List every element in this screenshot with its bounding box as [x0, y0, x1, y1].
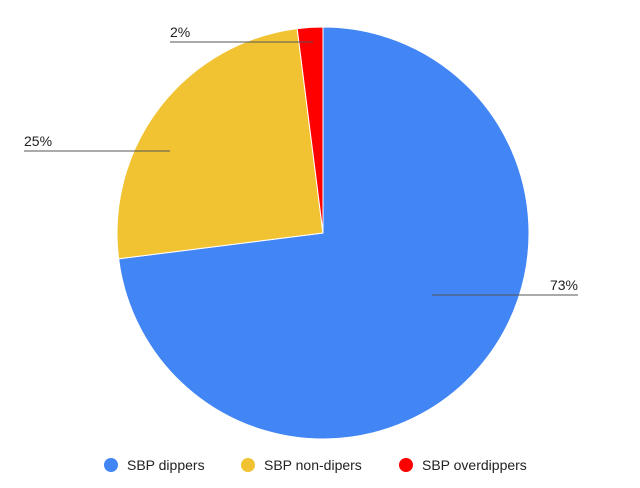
legend-item-2[interactable]: SBP non-dipers [241, 457, 362, 473]
legend-label: SBP non-dipers [264, 457, 362, 473]
legend-swatch [241, 458, 255, 472]
slice-labels: 73% 25% 2% [24, 24, 578, 293]
slice-value-label-3: 2% [170, 24, 190, 40]
legend-swatch [104, 458, 118, 472]
slice-value-label-2: 25% [24, 133, 52, 149]
legend-item-3[interactable]: SBP overdippers [399, 457, 527, 473]
legend-item-1[interactable]: SBP dippers [104, 457, 205, 473]
pie-slice-1 [118, 26, 530, 440]
legend: SBP dippers SBP non-dipers SBP overdippers [104, 457, 527, 473]
pie-slice-2 [116, 28, 324, 260]
slice-label-leaders [24, 41, 578, 296]
legend-swatch [399, 458, 413, 472]
legend-label: SBP dippers [127, 457, 205, 473]
pie-slices [116, 26, 530, 440]
slice-value-label-1: 73% [550, 277, 578, 293]
pie-slice-3 [296, 26, 324, 234]
legend-label: SBP overdippers [422, 457, 527, 473]
